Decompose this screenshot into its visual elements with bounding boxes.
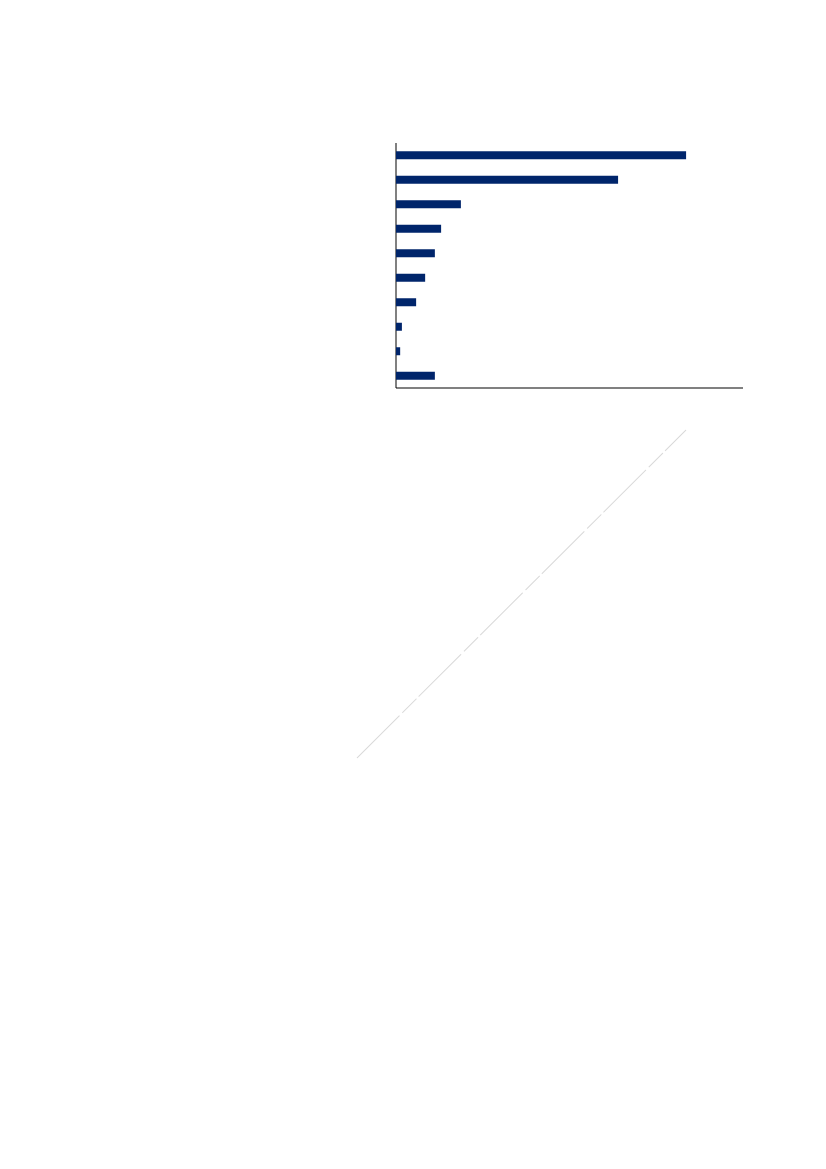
bar [396,347,401,356]
bar [396,371,435,380]
bar [396,298,417,307]
bar [396,322,402,331]
bar [396,200,461,209]
bar [396,175,619,184]
bar [396,151,687,160]
bar [396,249,435,258]
bar [396,224,442,233]
diagonal-line [356,429,687,759]
bar [396,273,426,282]
